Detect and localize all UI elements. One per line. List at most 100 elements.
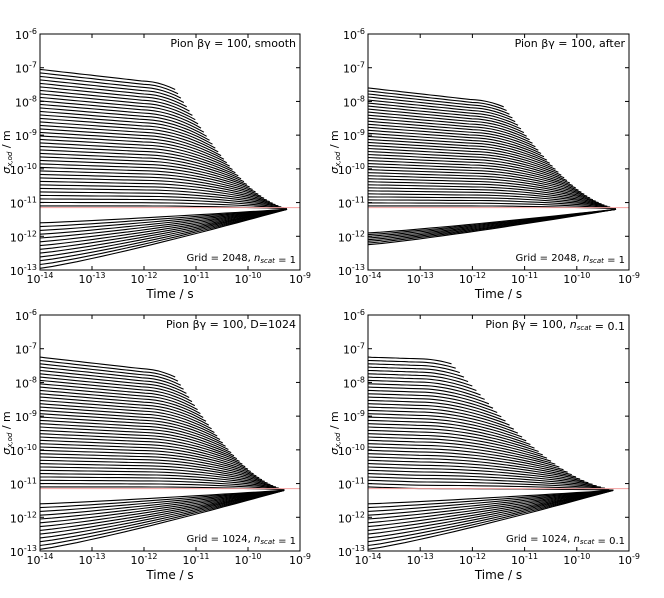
series-line-upper-39: [40, 201, 285, 209]
x-tick-label: 10-14: [354, 271, 381, 286]
series-line-upper-14: [40, 114, 213, 145]
series-line-upper-8: [40, 379, 196, 407]
series-line-upper-38: [368, 199, 611, 208]
series-line-upper-30: [368, 453, 572, 476]
chart-panel-2: 10-14 10-13 10-12 10-11 10-10 10-910-1310-121…: [328, 27, 640, 301]
series-line-upper-36: [368, 473, 597, 487]
series-line-lower-11: [40, 489, 285, 543]
x-tick-label: 10-13: [407, 271, 434, 286]
series-line-lower-3: [40, 208, 288, 231]
series-line-upper-1: [40, 68, 176, 91]
series-line-lower-1: [368, 489, 614, 505]
series-line-upper-33: [40, 463, 265, 482]
series-line-lower-9: [40, 489, 285, 535]
series-line-upper-31: [368, 178, 591, 199]
series-line-upper-21: [40, 423, 232, 454]
y-tick-label: 10-12: [10, 229, 37, 244]
x-tick-label: 10-12: [130, 552, 157, 567]
series-line-upper-13: [40, 396, 210, 426]
series-line-lower-2: [40, 489, 285, 509]
series-line-upper-1: [40, 356, 176, 378]
series-line-upper-6: [40, 86, 190, 112]
series-line-upper-12: [368, 393, 498, 414]
series-line-upper-36: [40, 191, 276, 206]
series-line-upper-36: [40, 473, 274, 487]
series-line-lower-4: [40, 489, 285, 516]
series-line-lower-8: [40, 489, 285, 531]
series-line-upper-1: [368, 356, 452, 365]
series-line-lower-12: [40, 489, 285, 547]
series-line-upper-32: [368, 459, 581, 480]
series-line-lower-3: [40, 489, 285, 512]
series-line-upper-7: [368, 376, 477, 392]
x-tick-label: 10-10: [234, 552, 261, 567]
series-line-upper-19: [40, 131, 228, 164]
plot-area: [368, 87, 629, 246]
series-line-upper-3: [40, 363, 182, 386]
panel-title: Pion βγ = 100, after: [515, 37, 626, 50]
x-tick-label: 10-13: [407, 552, 434, 567]
series-line-upper-9: [368, 111, 527, 137]
grid-note: Grid = 2048, nscat = 1: [515, 253, 625, 266]
series-line-upper-27: [368, 443, 560, 468]
series-line-upper-3: [368, 93, 510, 115]
series-line-upper-9: [40, 96, 199, 125]
series-line-upper-11: [368, 389, 494, 409]
chart-panel-4: 10-14 10-13 10-12 10-11 10-10 10-910-1310-121…: [328, 308, 640, 582]
series-line-upper-23: [368, 429, 543, 456]
series-line-upper-7: [368, 105, 522, 130]
series-line-upper-39: [368, 483, 610, 490]
series-line-upper-13: [368, 396, 502, 418]
chart-panel-1: 10-14 10-13 10-12 10-11 10-10 10-910-1310-121…: [0, 27, 311, 301]
x-tick-label: 10-10: [234, 271, 261, 286]
series-line-lower-7: [40, 208, 288, 247]
series-line-upper-31: [368, 456, 577, 478]
y-tick-label: 10-6: [343, 308, 365, 323]
series-line-lower-1: [40, 489, 285, 505]
series-line-lower-6: [40, 208, 288, 243]
x-tick-label: 10-11: [182, 271, 209, 286]
series-line-upper-29: [368, 172, 585, 195]
series-line-upper-38: [40, 479, 279, 489]
series-line-upper-18: [368, 413, 523, 438]
x-axis-label: Time / s: [145, 568, 193, 582]
y-tick-label: 10-11: [10, 196, 37, 211]
series-line-upper-32: [40, 459, 263, 481]
series-line-upper-36: [368, 193, 605, 206]
series-line-upper-27: [40, 443, 249, 470]
series-line-upper-12: [40, 107, 207, 137]
series-line-upper-16: [368, 406, 514, 430]
x-axis-label: Time / s: [474, 287, 522, 301]
series-line-lower-1: [368, 208, 617, 234]
series-line-lower-4: [368, 489, 614, 516]
series-line-upper-30: [40, 170, 259, 195]
series-line-upper-27: [40, 159, 250, 188]
series-line-upper-28: [40, 163, 253, 191]
series-line-upper-12: [40, 393, 207, 422]
series-line-upper-8: [368, 379, 481, 396]
series-line-upper-29: [40, 166, 256, 193]
series-line-upper-1: [368, 87, 504, 108]
y-tick-label: 10-8: [343, 375, 365, 390]
series-line-lower-8: [368, 208, 617, 246]
series-line-upper-16: [40, 121, 219, 153]
series-line-upper-21: [368, 147, 562, 176]
series-line-upper-29: [368, 449, 568, 473]
series-line-upper-26: [40, 156, 248, 185]
series-line-upper-34: [368, 187, 599, 204]
series-line-upper-10: [368, 114, 530, 141]
series-line-upper-16: [40, 406, 218, 437]
series-line-upper-20: [40, 135, 230, 167]
series-line-upper-2: [40, 359, 179, 382]
series-line-upper-35: [40, 469, 271, 486]
series-line-upper-32: [368, 181, 594, 201]
series-line-upper-38: [368, 479, 606, 489]
axes-frame: [367, 33, 630, 271]
x-tick-label: 10-13: [78, 552, 105, 567]
series-line-upper-20: [368, 419, 531, 446]
series-line-lower-9: [40, 208, 288, 254]
series-line-lower-5: [40, 489, 285, 520]
x-axis-label: Time / s: [145, 287, 193, 301]
axes-frame: [39, 314, 301, 552]
series-line-upper-37: [40, 194, 279, 207]
